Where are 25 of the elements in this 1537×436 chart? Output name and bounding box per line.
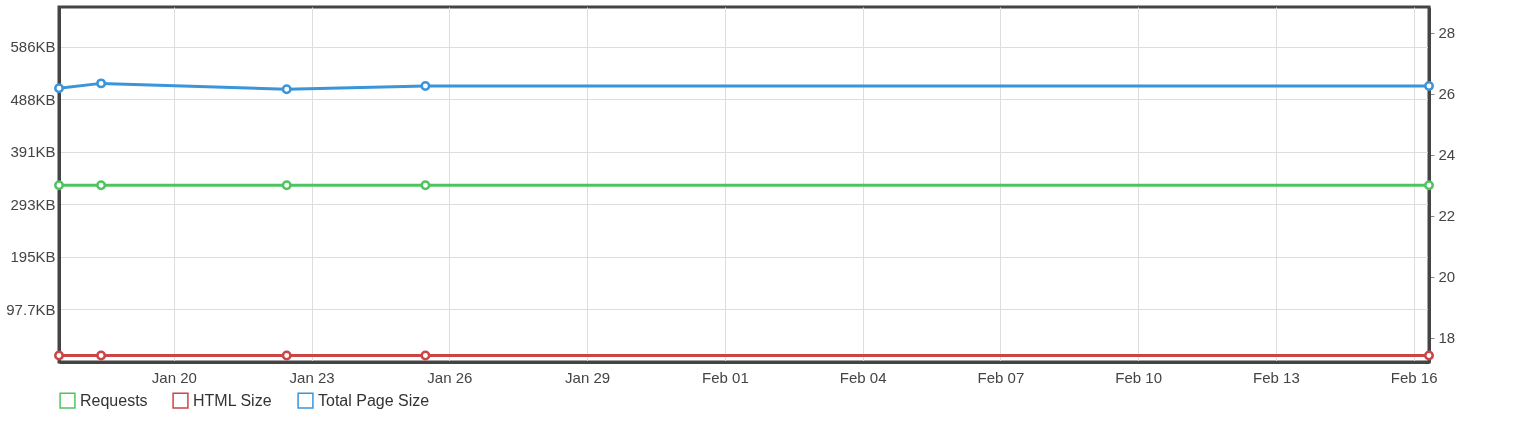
y-tick-label: 586KB [10,38,56,56]
x-tick-label: Feb 10 [1115,368,1163,386]
x-tick-label: Feb 04 [839,368,887,386]
y-tick-label: 391KB [10,143,56,161]
y2-tick-label: 24 [1438,146,1456,164]
y-tick-label: 293KB [10,195,56,213]
x-tick-label: Jan 20 [151,368,197,386]
y2-tick-label: 28 [1438,24,1456,42]
x-tick-label: Jan 29 [565,368,611,386]
x-tick-label: Jan 23 [289,368,335,386]
y2-tick-label: 20 [1438,268,1456,286]
y2-tick-label: 26 [1438,85,1456,103]
y-tick-label: 488KB [10,90,56,108]
legend-label: Requests [80,391,148,409]
y2-tick-label: 18 [1438,329,1456,347]
y-tick-label: 195KB [10,248,56,266]
x-tick-label: Feb 13 [1253,368,1300,386]
x-tick-label: Feb 16 [1390,368,1438,386]
x-tick-label: Jan 26 [427,368,473,386]
legend-label: HTML Size [193,391,272,409]
y-tick-label: 97.7KB [6,300,56,318]
x-tick-label: Feb 01 [702,368,749,386]
x-tick-label: Feb 07 [977,368,1025,386]
legend-label: Total Page Size [318,391,430,409]
y2-tick-label: 22 [1438,207,1456,225]
